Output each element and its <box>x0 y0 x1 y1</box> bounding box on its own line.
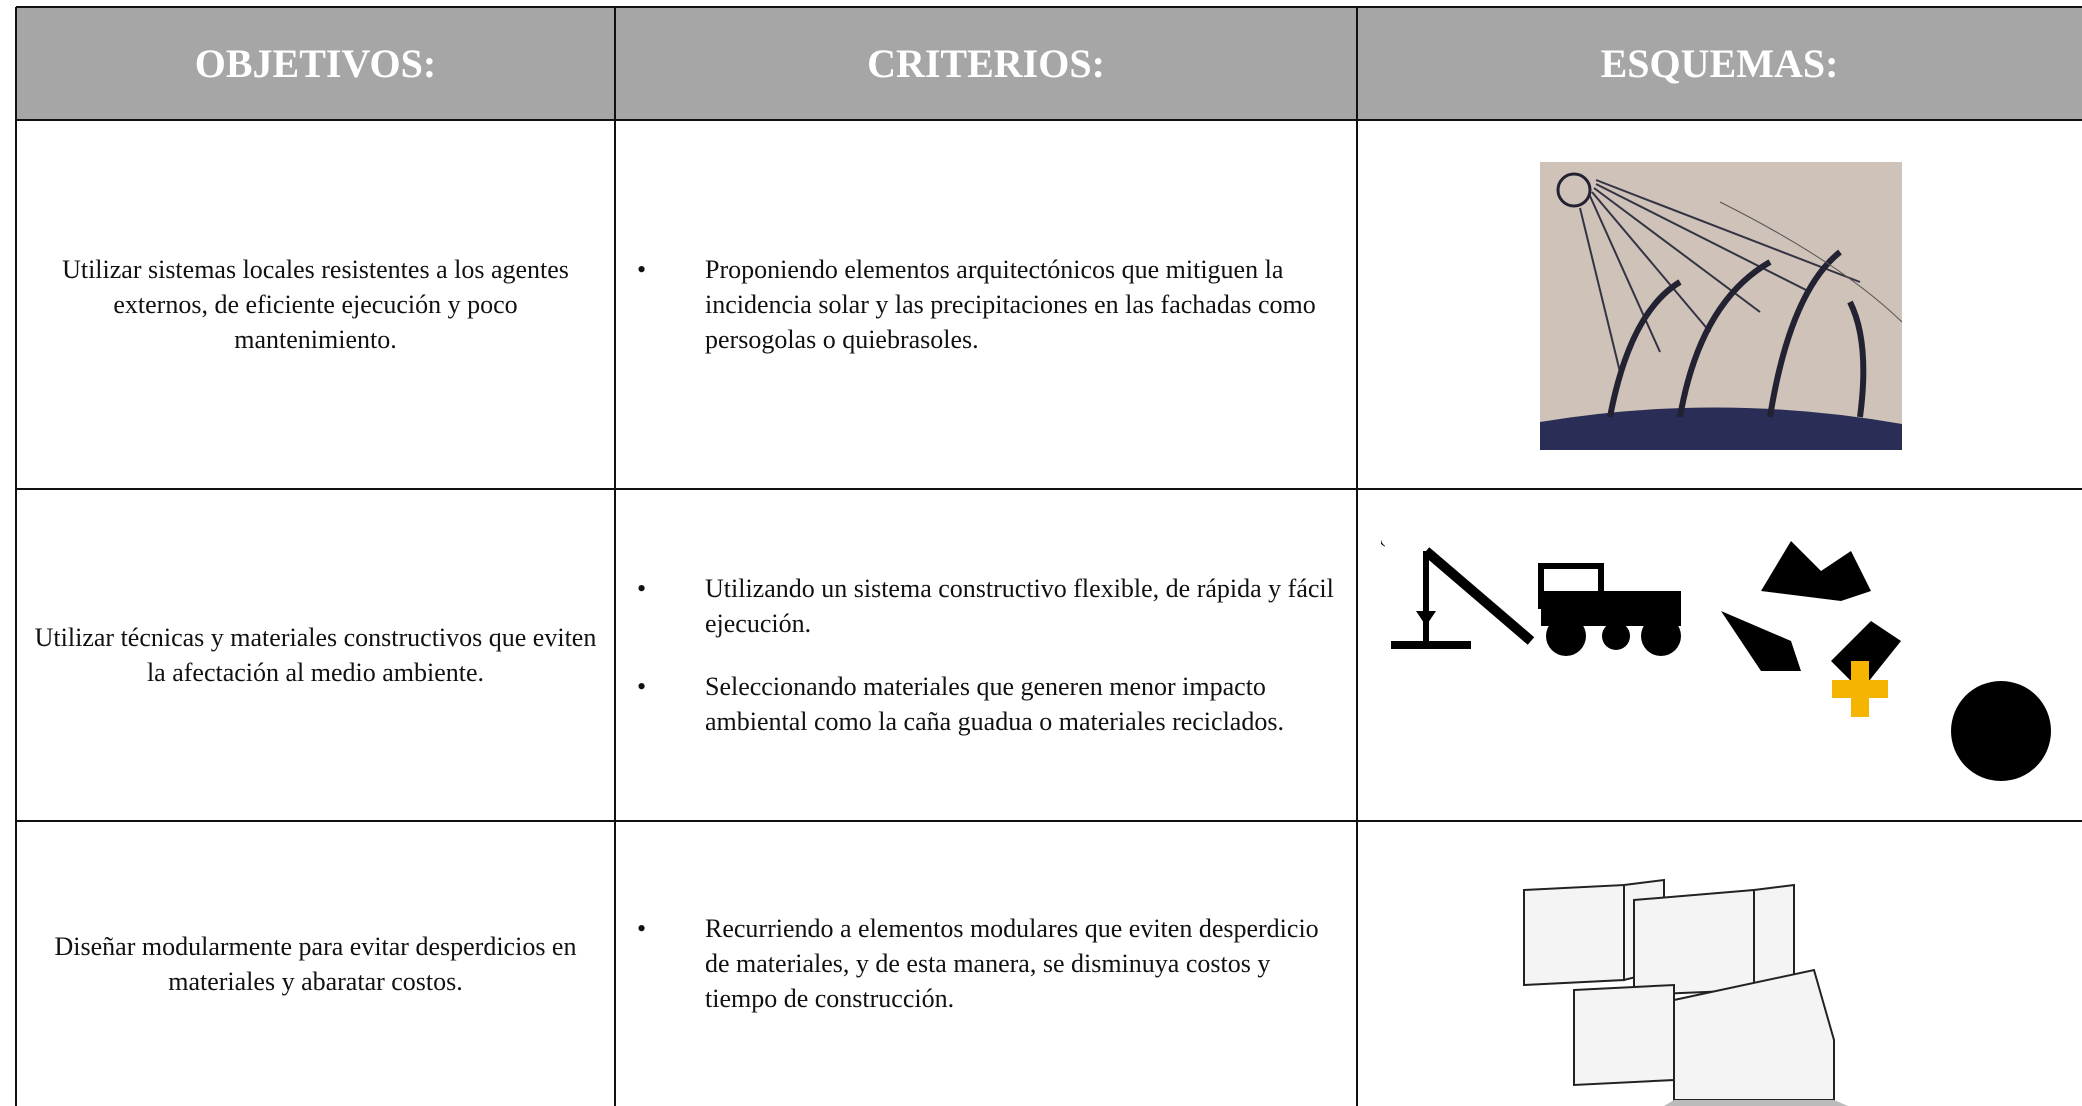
header-cell: ESQUEMAS: <box>1357 7 2082 120</box>
criteria-cell: • Utilizando un sistema constructivo flex… <box>615 489 1357 821</box>
criterion: • Seleccionando materiales que generen me… <box>637 669 1337 739</box>
objective-text: Utilizar técnicas y materiales construct… <box>34 623 597 687</box>
column-border <box>15 7 17 1106</box>
criterion: • Recurriendo a elementos modulares que e… <box>637 911 1337 1016</box>
criterion: • Proponiendo elementos arquitectónicos q… <box>637 252 1337 357</box>
column-border <box>614 7 616 1106</box>
header-cell: OBJETIVOS: <box>16 7 615 120</box>
header-cell: CRITERIOS: <box>615 7 1357 120</box>
stray-text: ( <box>1381 531 1386 547</box>
criterion-text: Utilizando un sistema constructivo flexi… <box>705 574 1334 638</box>
sun-sketch <box>1540 162 1902 450</box>
row-border <box>16 119 2082 121</box>
row-border <box>16 6 2082 8</box>
bullet: • <box>637 672 647 701</box>
bullet: • <box>637 574 647 603</box>
criteria-cell: • Recurriendo a elementos modulares que e… <box>615 821 1357 1106</box>
criterion-text: Seleccionando materiales que generen men… <box>705 672 1284 736</box>
criteria-cell: • Proponiendo elementos arquitectónicos q… <box>615 120 1357 489</box>
modular-cubes <box>1523 878 1848 1106</box>
construction-icons: ( <box>1381 531 2051 781</box>
objective-text: Diseñar modularmente para evitar desperd… <box>54 931 577 996</box>
criterion-text: Proponiendo elementos arquitectónicos qu… <box>705 255 1316 354</box>
bullet: • <box>637 255 647 284</box>
criterion-text: Recurriendo a elementos modulares que ev… <box>705 914 1319 1013</box>
row-border <box>16 488 2082 490</box>
row-border <box>16 820 2082 822</box>
column-border <box>1356 7 1358 1106</box>
objective-text: Utilizar sistemas locales resistentes a … <box>62 255 569 354</box>
bullet: • <box>637 914 647 943</box>
criterion: • Utilizando un sistema constructivo flex… <box>637 571 1337 641</box>
